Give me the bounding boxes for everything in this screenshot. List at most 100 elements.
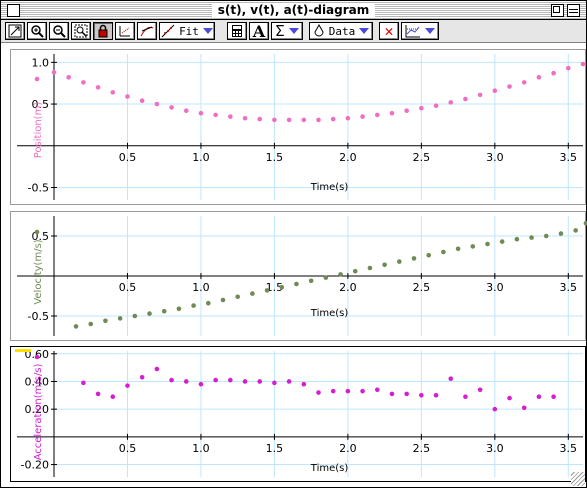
data-point bbox=[147, 311, 152, 316]
data-point bbox=[264, 288, 270, 293]
data-point bbox=[536, 75, 542, 80]
data-drop-icon bbox=[314, 24, 324, 37]
data-point bbox=[103, 318, 108, 324]
data-point bbox=[257, 116, 263, 122]
window-title: s(t), v(t), a(t)-diagram bbox=[1, 2, 586, 18]
data-point bbox=[389, 391, 395, 397]
x-axis-label: Time(s) bbox=[310, 463, 349, 474]
data-point bbox=[551, 70, 556, 76]
curve-fit-icon bbox=[161, 24, 175, 38]
data-point bbox=[301, 117, 307, 123]
data-point bbox=[272, 380, 277, 386]
data-point bbox=[433, 103, 439, 109]
data-point bbox=[272, 117, 277, 123]
data-point bbox=[477, 92, 483, 98]
selection-highlight bbox=[15, 349, 31, 352]
data-point bbox=[441, 249, 446, 255]
examine-button[interactable] bbox=[115, 22, 135, 40]
chevron-down-icon bbox=[288, 28, 299, 34]
zoom-box[interactable] bbox=[551, 4, 564, 17]
data-point bbox=[213, 112, 218, 118]
data-point bbox=[81, 380, 86, 386]
data-point bbox=[382, 262, 387, 268]
data-point bbox=[161, 308, 167, 314]
delete-button[interactable]: ✕ bbox=[379, 22, 399, 40]
close-box[interactable] bbox=[7, 4, 20, 17]
zoom-out-button[interactable] bbox=[49, 22, 69, 40]
acceleration-graph-panel[interactable]: 0.5 1.0 1.5 2.0 2.5 3.0 3.5 0.60 0.40 0.20 -0.20 Ti… bbox=[10, 346, 586, 482]
data-point bbox=[397, 259, 402, 264]
x-tick-label: 2.0 bbox=[339, 442, 357, 455]
graph-options-button[interactable] bbox=[401, 22, 439, 40]
data-point bbox=[345, 115, 351, 121]
data-point bbox=[499, 239, 505, 244]
data-point bbox=[88, 321, 94, 327]
data-point bbox=[66, 75, 71, 80]
title-bar[interactable]: s(t), v(t), a(t)-diagram bbox=[1, 1, 586, 20]
data-point bbox=[183, 108, 189, 114]
data-point bbox=[374, 112, 380, 118]
data-point bbox=[477, 387, 483, 393]
zoom-box-button[interactable] bbox=[71, 22, 91, 40]
x-tick-label: 3.0 bbox=[486, 281, 504, 294]
velocity-graph-panel[interactable]: 0.5 1.0 1.5 2.0 2.5 3.0 3.5 0.5 -0.5 Time(s) Veloc… bbox=[10, 211, 587, 342]
x-tick-label: 1.5 bbox=[266, 442, 284, 455]
y-axis-label: Acceleration(m/s/s) bbox=[33, 363, 44, 460]
data-point bbox=[169, 377, 174, 383]
y-tick-label: -0.5 bbox=[28, 310, 49, 323]
zoom-region-icon bbox=[74, 24, 88, 38]
delete-icon: ✕ bbox=[384, 22, 394, 40]
data-point bbox=[330, 116, 336, 122]
acceleration-graph[interactable]: 0.5 1.0 1.5 2.0 2.5 3.0 3.50.600.400.20-0.20 Ti… bbox=[11, 347, 587, 483]
data-point bbox=[345, 388, 351, 394]
data-point bbox=[235, 294, 240, 300]
statistics-button[interactable]: Σ bbox=[271, 22, 303, 40]
data-point bbox=[404, 108, 409, 114]
zoom-in-button[interactable] bbox=[27, 22, 47, 40]
tangent-icon bbox=[140, 26, 154, 37]
velocity-graph[interactable]: 0.5 1.0 1.5 2.0 2.5 3.0 3.50.5-0.5 Time(s)Veloc… bbox=[11, 212, 587, 342]
y-tick-label: 0.20 bbox=[25, 403, 50, 416]
resize-handle[interactable] bbox=[571, 472, 585, 486]
data-point bbox=[294, 281, 299, 287]
y-tick-label: -0.20 bbox=[21, 459, 49, 472]
data-point bbox=[183, 379, 189, 384]
y-axis-label: Velocity(m/s) bbox=[33, 239, 44, 304]
data-point bbox=[198, 110, 204, 116]
text-tool-label: A bbox=[252, 21, 266, 41]
data-point bbox=[110, 90, 116, 95]
position-graph[interactable]: 0.5 1.0 1.5 2.0 2.5 3.0 3.5 1.0 0.5 -0.5 Time(s) Po… bbox=[11, 50, 587, 206]
calculator-icon bbox=[232, 25, 242, 37]
legend-marker bbox=[34, 354, 40, 360]
data-point bbox=[73, 324, 79, 329]
data-point bbox=[308, 278, 314, 284]
data-point bbox=[352, 268, 358, 274]
calculator-button[interactable] bbox=[227, 22, 247, 40]
autoscale-button[interactable] bbox=[5, 22, 25, 40]
data-point bbox=[301, 381, 307, 387]
data-point bbox=[521, 80, 527, 85]
x-tick-label: 2.5 bbox=[413, 151, 431, 164]
text-annotation-button[interactable]: A bbox=[249, 21, 269, 41]
chevron-down-icon bbox=[202, 28, 213, 34]
data-point bbox=[257, 379, 263, 384]
legend-marker bbox=[34, 229, 40, 235]
fit-button[interactable]: Fit bbox=[159, 22, 215, 40]
data-point bbox=[338, 272, 343, 277]
data-point bbox=[125, 383, 130, 388]
data-point bbox=[536, 394, 542, 399]
data-point bbox=[419, 105, 424, 111]
data-point bbox=[529, 235, 534, 240]
data-menu-button[interactable]: Data bbox=[309, 22, 373, 40]
x-tick-label: 3.5 bbox=[560, 281, 578, 294]
fit-label: Fit bbox=[179, 24, 199, 38]
lock-axes-button[interactable] bbox=[93, 22, 113, 40]
data-point bbox=[360, 388, 365, 394]
lock-icon bbox=[98, 24, 108, 38]
collapse-box[interactable] bbox=[567, 4, 580, 17]
position-graph-panel[interactable]: 0.5 1.0 1.5 2.0 2.5 3.0 3.5 1.0 0.5 -0.5 Time(s) Po… bbox=[10, 49, 586, 205]
data-point bbox=[117, 316, 123, 321]
data-point bbox=[154, 366, 160, 372]
tangent-button[interactable] bbox=[137, 22, 157, 40]
